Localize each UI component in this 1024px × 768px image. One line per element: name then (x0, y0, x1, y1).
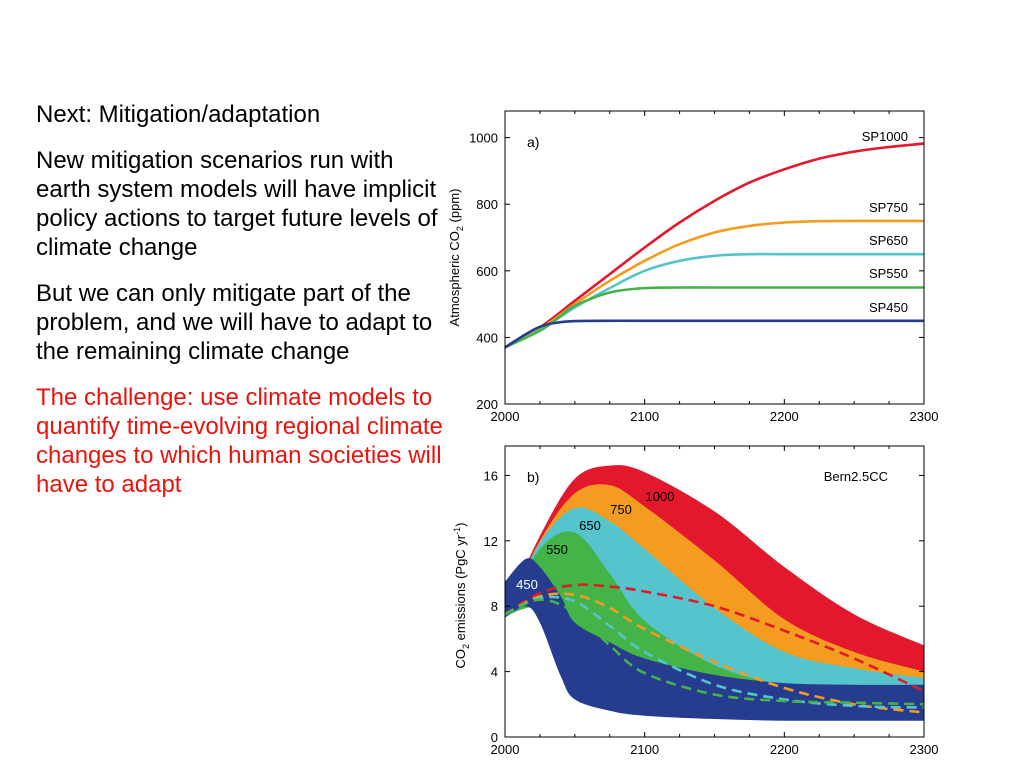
dashed-650 (505, 595, 924, 709)
y-tick-label: 600 (476, 264, 498, 279)
slide-text: Next: Mitigation/adaptation New mitigati… (36, 100, 448, 516)
x-tick-label: 2200 (770, 742, 799, 757)
series-label: SP750 (869, 200, 908, 215)
paragraph-challenge: The challenge: use climate models to qua… (36, 384, 443, 498)
y-axis-label: Atmospheric CO2 (ppm) (447, 189, 465, 327)
plot-area (505, 465, 924, 721)
x-tick-label: 2100 (630, 742, 659, 757)
dashed-750 (505, 592, 924, 714)
panel-label: b) (527, 469, 539, 485)
model-label: Bern2.5CC (824, 469, 888, 484)
series-label: SP450 (869, 300, 908, 315)
y-tick-label: 200 (476, 397, 498, 412)
paragraph-mitigation: New mitigation scenarios run with earth … (36, 147, 438, 261)
series-line (504, 252, 924, 349)
y-axis-label: CO2 emissions (PgC yr-1) (452, 523, 471, 669)
band-label: 1000 (646, 489, 675, 504)
y-tick-label: 4 (491, 665, 498, 680)
paragraph-adaptation: But we can only mitigate part of the pro… (36, 280, 433, 365)
y-tick-label: 0 (491, 730, 498, 745)
series-label: SP550 (869, 266, 908, 281)
plot-frame (504, 110, 925, 405)
x-tick-label: 2100 (630, 409, 659, 424)
series-label: SP650 (869, 233, 908, 248)
series-label: SP1000 (862, 129, 908, 144)
slide-heading: Next: Mitigation/adaptation (36, 101, 321, 128)
y-tick-label: 400 (476, 330, 498, 345)
series-line (504, 142, 925, 349)
band-label: 550 (546, 542, 568, 557)
band-label: 650 (579, 518, 601, 533)
x-tick-label: 2300 (910, 409, 939, 424)
y-tick-label: 800 (476, 197, 498, 212)
x-tick-label: 2000 (491, 742, 520, 757)
band-label: 750 (610, 502, 632, 517)
band-650 (505, 507, 924, 715)
series-line (504, 219, 925, 349)
x-tick-label: 2300 (910, 742, 939, 757)
y-tick-label: 12 (484, 534, 498, 549)
x-tick-label: 2000 (491, 409, 520, 424)
band-label: 450 (516, 577, 538, 592)
y-tick-label: 1000 (469, 131, 498, 146)
band-450 (505, 558, 924, 721)
x-tick-label: 2200 (770, 409, 799, 424)
dashed-550 (505, 598, 924, 706)
dashed-1000 (505, 583, 924, 693)
series-line (504, 286, 924, 349)
y-tick-label: 8 (491, 599, 498, 614)
series-line (504, 319, 924, 349)
y-tick-label: 16 (484, 468, 498, 483)
chart-a: SP1000 SP750 SP650 SP550 SP450 2000 2100 2200 23… (447, 110, 939, 424)
panel-label: a) (527, 134, 539, 150)
chart-b: 1000 750 650 550 450 Bern2.5CC 2000 2100 2200 230… (452, 445, 939, 757)
